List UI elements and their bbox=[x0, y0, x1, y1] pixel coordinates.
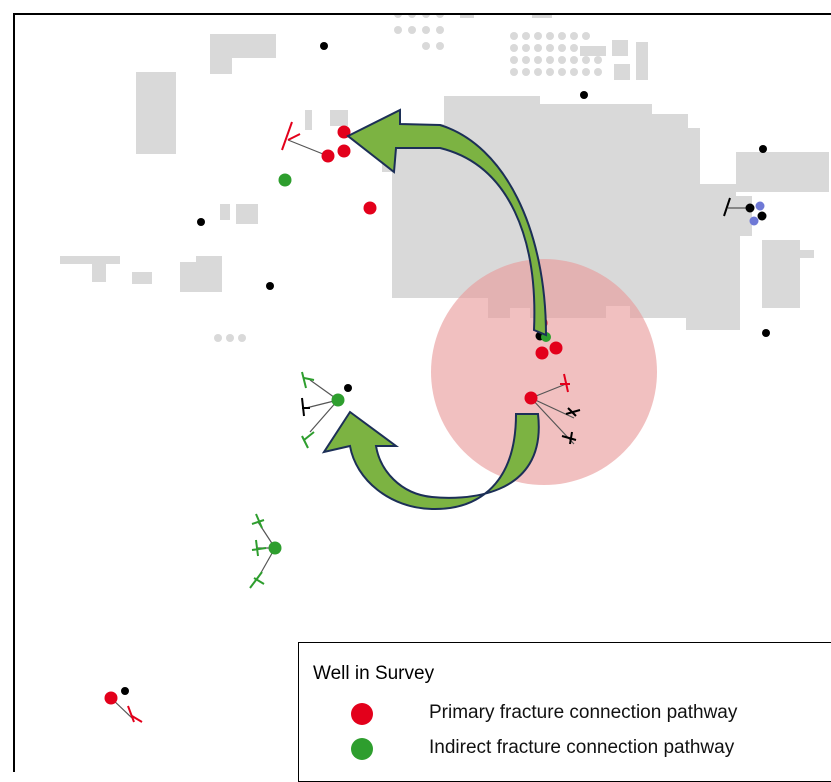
building-west-mid bbox=[180, 256, 222, 292]
tank-cluster-east bbox=[510, 32, 602, 76]
well-primary[interactable] bbox=[524, 391, 538, 405]
well-black[interactable] bbox=[745, 203, 755, 213]
well-black[interactable] bbox=[580, 91, 588, 99]
building-small-4 bbox=[236, 204, 258, 224]
well-primary[interactable] bbox=[321, 149, 335, 163]
legend-box: Well in Survey Primary fracture connecti… bbox=[298, 642, 831, 782]
impact-zone-circle bbox=[431, 259, 657, 485]
well-black[interactable] bbox=[197, 218, 205, 226]
tank-cluster-west bbox=[214, 334, 246, 342]
building-tank-block-1 bbox=[580, 46, 606, 56]
well-black[interactable] bbox=[266, 282, 274, 290]
well-black[interactable] bbox=[759, 145, 767, 153]
indirect-dot-icon bbox=[351, 738, 373, 760]
well-indirect[interactable] bbox=[268, 541, 282, 555]
building-tank-block-2 bbox=[612, 40, 628, 56]
map-border bbox=[13, 13, 831, 772]
building-top-2 bbox=[532, 14, 552, 18]
legend-title: Well in Survey bbox=[313, 663, 435, 684]
building-tank-block-3 bbox=[614, 64, 630, 80]
building-top-1 bbox=[460, 14, 474, 18]
building-west-large bbox=[136, 72, 176, 154]
building-small-5 bbox=[132, 272, 152, 284]
building-east-stub bbox=[800, 250, 814, 258]
legend-label-primary: Primary fracture connection pathway bbox=[429, 702, 738, 723]
curved-arrow-icon bbox=[346, 108, 548, 337]
primary-dot-icon bbox=[351, 703, 373, 725]
well-indirect[interactable] bbox=[278, 173, 292, 187]
building-west-long bbox=[60, 256, 120, 282]
tank-cluster-top bbox=[394, 14, 444, 50]
legend-label-indirect: Indirect fracture connection pathway bbox=[429, 737, 735, 758]
well-black[interactable] bbox=[762, 329, 770, 337]
building-small-3 bbox=[220, 204, 230, 220]
well-primary[interactable] bbox=[549, 341, 563, 355]
well-primary[interactable] bbox=[535, 346, 549, 360]
well-black[interactable] bbox=[121, 687, 129, 695]
blue-wells bbox=[749, 201, 765, 226]
building-small-2 bbox=[330, 110, 348, 126]
well-black[interactable] bbox=[757, 211, 767, 221]
building-layer bbox=[60, 14, 829, 342]
building-north-west bbox=[210, 34, 276, 74]
well-blue[interactable] bbox=[755, 201, 765, 211]
well-primary[interactable] bbox=[363, 201, 377, 215]
building-east-small bbox=[762, 240, 800, 308]
curved-arrow-icon bbox=[321, 410, 540, 511]
building-small-1 bbox=[305, 110, 312, 130]
well-primary[interactable] bbox=[337, 144, 351, 158]
other-wells bbox=[121, 42, 770, 695]
well-primary[interactable] bbox=[104, 691, 118, 705]
building-east bbox=[736, 152, 829, 192]
well-black[interactable] bbox=[320, 42, 328, 50]
well-indirect[interactable] bbox=[331, 393, 345, 407]
well-primary[interactable] bbox=[337, 125, 351, 139]
building-tank-block-4 bbox=[636, 42, 648, 80]
well-black[interactable] bbox=[344, 384, 352, 392]
well-blue[interactable] bbox=[749, 216, 759, 226]
indirect-wells bbox=[268, 173, 551, 555]
